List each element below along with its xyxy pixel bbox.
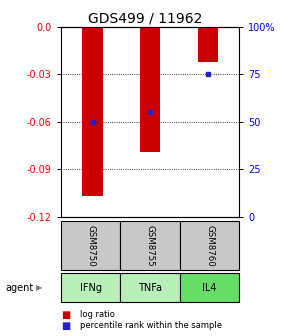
Bar xyxy=(197,27,218,62)
Text: GSM8750: GSM8750 xyxy=(86,225,95,266)
Text: GSM8760: GSM8760 xyxy=(205,225,214,266)
Text: IL4: IL4 xyxy=(202,283,217,293)
Text: ■: ■ xyxy=(61,310,70,320)
Text: log ratio: log ratio xyxy=(80,310,115,319)
Text: percentile rank within the sample: percentile rank within the sample xyxy=(80,322,222,330)
Text: ■: ■ xyxy=(61,321,70,331)
Text: agent: agent xyxy=(6,283,34,293)
Text: IFNg: IFNg xyxy=(80,283,101,293)
Text: GSM8755: GSM8755 xyxy=(146,225,155,266)
Bar xyxy=(140,27,160,152)
Bar xyxy=(82,27,103,196)
Text: TNFa: TNFa xyxy=(138,283,162,293)
Text: ▶: ▶ xyxy=(36,283,42,292)
Text: GDS499 / 11962: GDS499 / 11962 xyxy=(88,12,202,26)
